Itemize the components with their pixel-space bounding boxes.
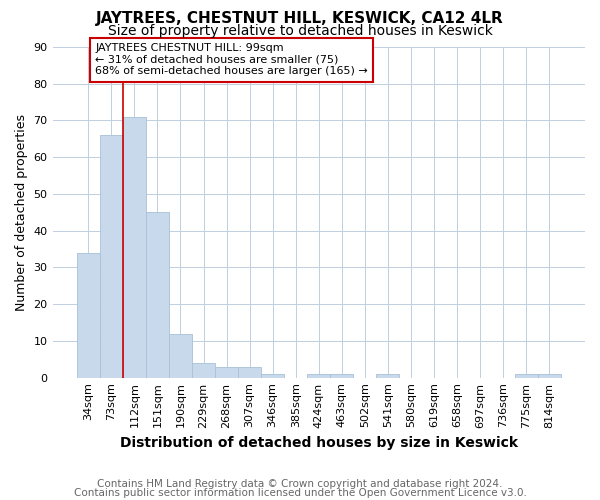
X-axis label: Distribution of detached houses by size in Keswick: Distribution of detached houses by size … [120, 436, 518, 450]
Bar [169, 334, 192, 378]
Bar [515, 374, 538, 378]
Bar [77, 252, 100, 378]
Text: Contains HM Land Registry data © Crown copyright and database right 2024.: Contains HM Land Registry data © Crown c… [97, 479, 503, 489]
Bar [538, 374, 561, 378]
Bar [307, 374, 330, 378]
Text: Size of property relative to detached houses in Keswick: Size of property relative to detached ho… [107, 24, 493, 38]
Bar [146, 212, 169, 378]
Bar [238, 366, 261, 378]
Y-axis label: Number of detached properties: Number of detached properties [15, 114, 28, 310]
Bar [123, 116, 146, 378]
Bar [215, 366, 238, 378]
Bar [100, 135, 123, 378]
Text: JAYTREES, CHESTNUT HILL, KESWICK, CA12 4LR: JAYTREES, CHESTNUT HILL, KESWICK, CA12 4… [96, 11, 504, 26]
Text: JAYTREES CHESTNUT HILL: 99sqm
← 31% of detached houses are smaller (75)
68% of s: JAYTREES CHESTNUT HILL: 99sqm ← 31% of d… [95, 43, 368, 76]
Text: Contains public sector information licensed under the Open Government Licence v3: Contains public sector information licen… [74, 488, 526, 498]
Bar [192, 363, 215, 378]
Bar [261, 374, 284, 378]
Bar [330, 374, 353, 378]
Bar [376, 374, 400, 378]
